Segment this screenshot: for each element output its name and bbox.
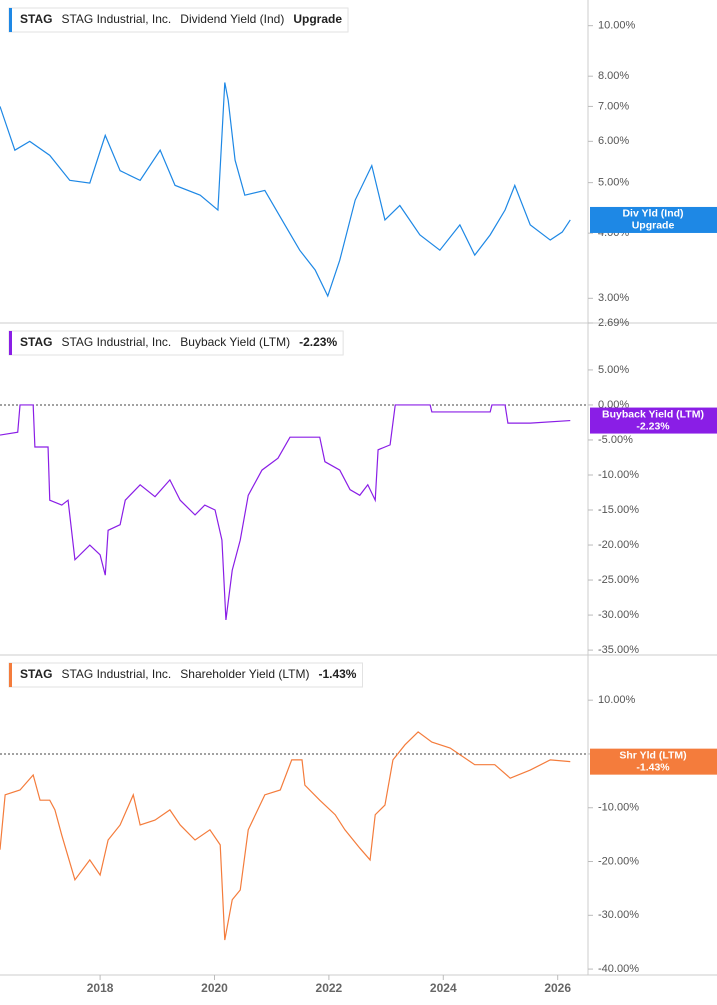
y-tick-label: 3.00% (598, 292, 629, 304)
legend-value: -2.23% (299, 335, 337, 349)
value-tag (590, 407, 717, 434)
legend-series: Dividend Yield (Ind) (180, 12, 284, 26)
value-tag-name: Buyback Yield (LTM) (602, 408, 704, 420)
x-tick-label: 2026 (544, 981, 571, 995)
y-tick-label: -15.00% (598, 504, 639, 516)
legend-series: Buyback Yield (LTM) (180, 335, 290, 349)
series-line (0, 731, 571, 941)
legend-ticker: STAG (20, 667, 52, 681)
y-tick-label: 5.00% (598, 177, 629, 189)
legend-series: Shareholder Yield (LTM) (180, 667, 309, 681)
y-tick-label: -10.00% (598, 802, 639, 814)
y-tick-label: -20.00% (598, 855, 639, 867)
legend-swatch (9, 331, 12, 355)
series-line (0, 404, 571, 621)
legend-swatch (9, 663, 12, 687)
legend-company: STAG Industrial, Inc. (61, 335, 171, 349)
y-tick-label: -30.00% (598, 609, 639, 621)
value-tag (590, 748, 717, 775)
legend-ticker: STAG (20, 12, 52, 26)
legend-swatch (9, 8, 12, 32)
y-tick-label: 8.00% (598, 70, 629, 82)
x-tick-label: 2022 (316, 981, 343, 995)
value-tag-name: Div Yld (Ind) (622, 208, 683, 220)
y-tick-label: -10.00% (598, 469, 639, 481)
value-tag (590, 206, 717, 233)
y-tick-label: -35.00% (598, 644, 639, 656)
y-tick-label: 10.00% (598, 694, 636, 706)
value-tag-value: -2.23% (636, 420, 670, 432)
y-tick-label: -20.00% (598, 539, 639, 551)
y-tick-label: 10.00% (598, 20, 636, 32)
legend-box (8, 330, 344, 356)
y-tick-label: -25.00% (598, 574, 639, 586)
y-tick-label: -30.00% (598, 909, 639, 921)
x-tick-label: 2018 (87, 981, 114, 995)
value-tag-name: Shr Yld (LTM) (619, 749, 686, 761)
x-tick-label: 2020 (201, 981, 228, 995)
value-tag-value: -1.43% (636, 761, 670, 773)
series-line (0, 82, 571, 298)
legend-value: Upgrade (293, 12, 342, 26)
x-tick-label: 2024 (430, 981, 457, 995)
y-tick-label: -40.00% (598, 963, 639, 975)
legend-company: STAG Industrial, Inc. (61, 667, 171, 681)
y-tick-label: 5.00% (598, 364, 629, 376)
legend-box (8, 662, 363, 688)
y-tick-label: 6.00% (598, 135, 629, 147)
y-tick-label: -5.00% (598, 434, 633, 446)
legend-company: STAG Industrial, Inc. (61, 12, 171, 26)
y-tick-label: 2.69% (598, 317, 629, 329)
legend-ticker: STAG (20, 335, 52, 349)
legend-value: -1.43% (318, 667, 356, 681)
y-tick-label: 7.00% (598, 100, 629, 112)
value-tag-value: Upgrade (632, 220, 675, 232)
legend-box (8, 7, 349, 33)
